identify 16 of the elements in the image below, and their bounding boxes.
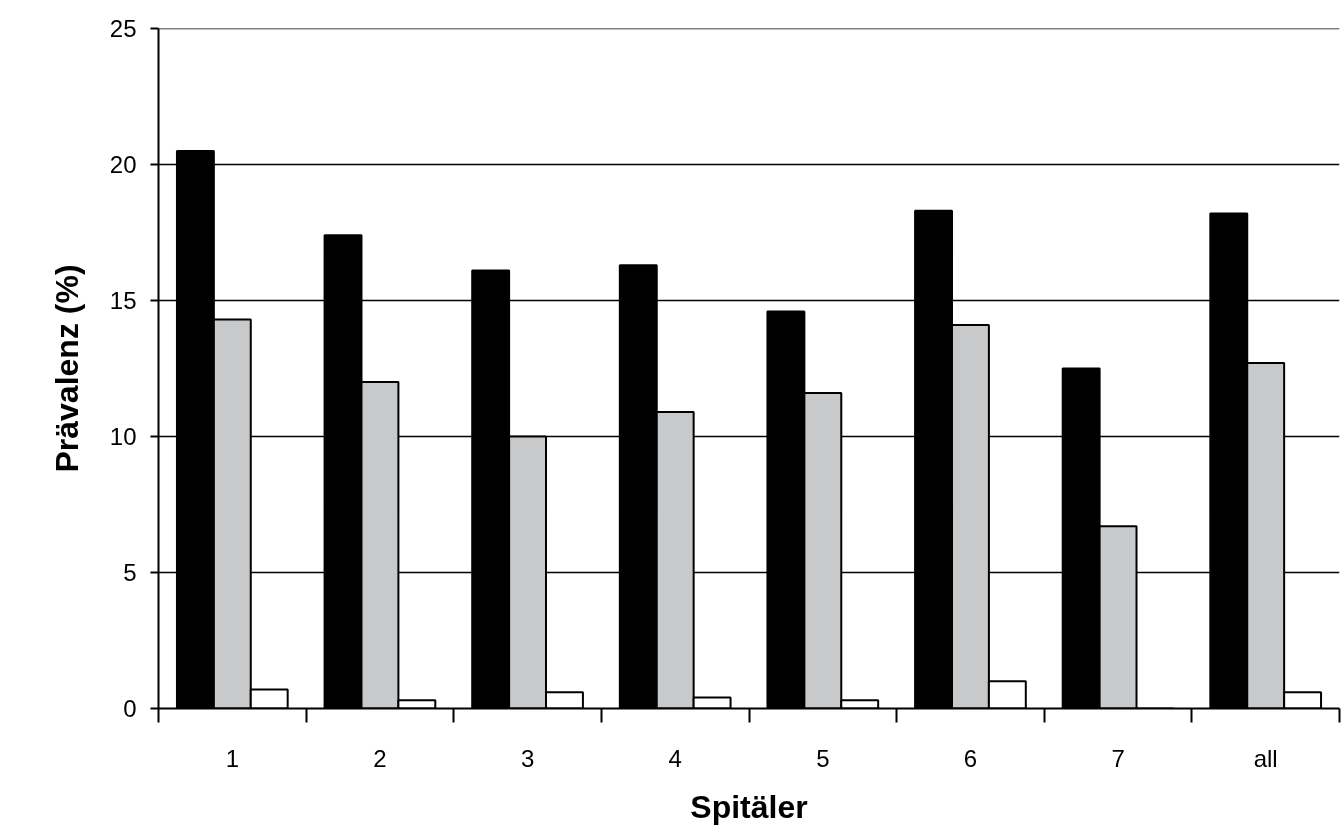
- x-tick-label: 6: [963, 744, 978, 772]
- y-tick-label: 15: [109, 287, 137, 314]
- y-tick-label: 20: [109, 151, 137, 178]
- y-tick-label: 10: [109, 423, 137, 450]
- y-tick-label: 25: [109, 15, 137, 42]
- x-tick-label: 1: [225, 744, 239, 772]
- x-tick-label: 2: [373, 744, 387, 772]
- x-tick-label: 3: [520, 744, 535, 772]
- y-tick-label: 0: [123, 695, 137, 722]
- y-axis-title: Prävalenz (%): [48, 264, 85, 473]
- x-tick-label: all: [1253, 744, 1278, 772]
- x-tick-label: 5: [816, 744, 830, 772]
- x-axis-title: Spitäler: [690, 788, 808, 825]
- x-tick-label: 4: [668, 744, 682, 772]
- y-tick-label: 5: [123, 559, 137, 586]
- x-tick-label: 7: [1111, 744, 1125, 772]
